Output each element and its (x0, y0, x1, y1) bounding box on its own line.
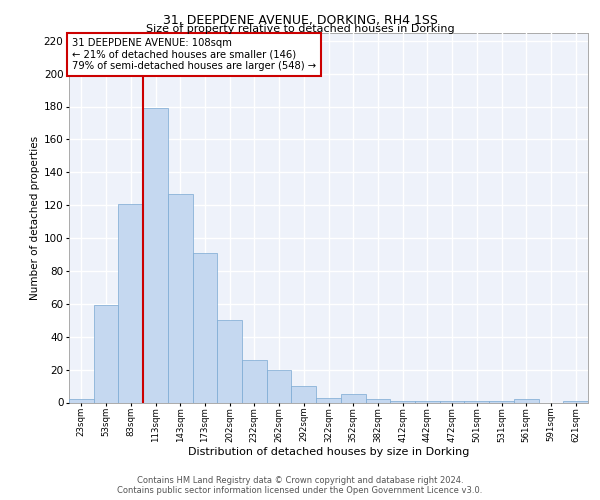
Text: Size of property relative to detached houses in Dorking: Size of property relative to detached ho… (146, 24, 454, 34)
Bar (341, 394, 365, 402)
Bar (390, 401, 415, 402)
Bar (292, 386, 316, 402)
Bar (464, 401, 489, 402)
Bar (217, 320, 242, 402)
Bar (69, 399, 94, 402)
Bar (514, 399, 539, 402)
Text: 31 DEEPDENE AVENUE: 108sqm
← 21% of detached houses are smaller (146)
79% of sem: 31 DEEPDENE AVENUE: 108sqm ← 21% of deta… (71, 38, 316, 71)
Text: 31, DEEPDENE AVENUE, DORKING, RH4 1SS: 31, DEEPDENE AVENUE, DORKING, RH4 1SS (163, 14, 437, 27)
Bar (489, 401, 514, 402)
Bar (94, 306, 118, 402)
Y-axis label: Number of detached properties: Number of detached properties (29, 136, 40, 300)
Bar (193, 253, 217, 402)
Bar (118, 204, 143, 402)
X-axis label: Distribution of detached houses by size in Dorking: Distribution of detached houses by size … (188, 447, 469, 457)
Bar (563, 401, 588, 402)
Bar (267, 370, 292, 402)
Bar (365, 399, 390, 402)
Text: Contains HM Land Registry data © Crown copyright and database right 2024.
Contai: Contains HM Land Registry data © Crown c… (118, 476, 482, 495)
Bar (143, 108, 168, 403)
Bar (168, 194, 193, 402)
Bar (242, 360, 267, 403)
Bar (440, 401, 464, 402)
Bar (316, 398, 341, 402)
Bar (415, 401, 440, 402)
